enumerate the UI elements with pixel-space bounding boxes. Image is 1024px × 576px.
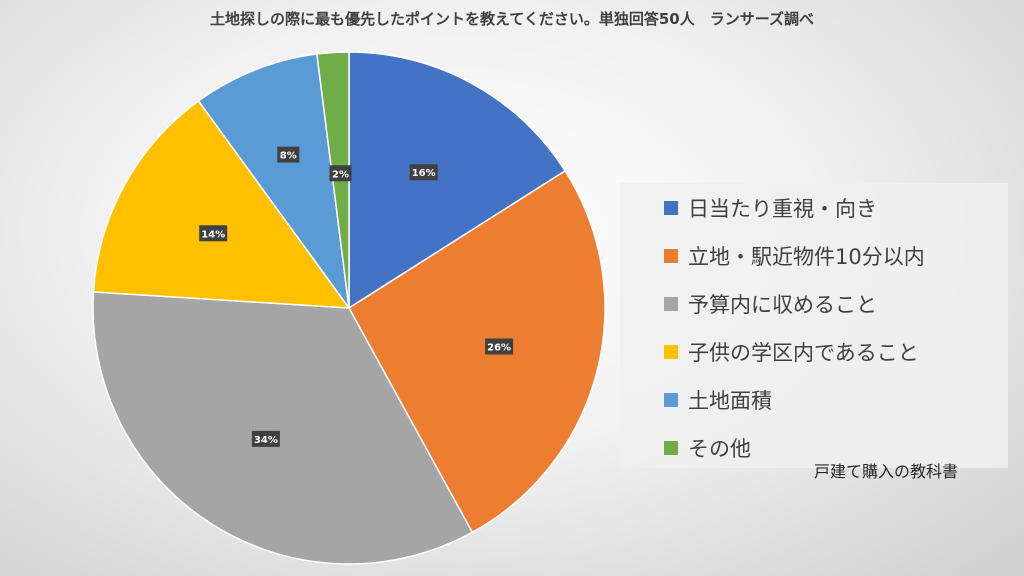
pie-slice-2 <box>348 169 606 534</box>
pie-slice-4 <box>92 99 351 309</box>
pie-slice-5 <box>197 53 350 309</box>
data-label-bg <box>485 338 514 355</box>
legend-item: 土地面積 <box>664 385 772 415</box>
legend-label: 土地面積 <box>688 389 772 413</box>
pie-slice-1 <box>348 51 567 310</box>
data-label-text: 8% <box>280 151 297 162</box>
data-label-2: 26% <box>485 338 514 355</box>
legend-label: 日当たり重視・向き <box>688 197 877 221</box>
chart-title: 土地探しの際に最も優先したポイントを教えてください。単独回答50人 ランサーズ調… <box>210 10 814 28</box>
data-label-3: 34% <box>251 430 280 447</box>
legend-label: 子供の学区内であること <box>688 341 919 365</box>
legend-label: 立地・駅近物件10分以内 <box>688 245 925 269</box>
legend-swatch <box>664 249 678 263</box>
source-note: 戸建て購入の教科書 <box>814 462 959 481</box>
data-label-text: 34% <box>254 435 278 446</box>
data-label-text: 16% <box>412 168 436 179</box>
data-label-bg <box>251 430 280 447</box>
legend-item: 予算内に収めること <box>664 289 877 319</box>
legend-item: その他 <box>664 433 751 463</box>
legend-item: 子供の学区内であること <box>664 337 919 367</box>
data-label-6: 2% <box>329 165 352 182</box>
legend-swatch <box>664 345 678 359</box>
data-label-text: 26% <box>487 343 511 354</box>
legend-swatch <box>664 393 678 407</box>
legend-swatch <box>664 297 678 311</box>
legend-item: 日当たり重視・向き <box>664 193 877 223</box>
data-label-bg <box>277 146 300 163</box>
data-label-text: 14% <box>201 229 225 240</box>
legend-swatch <box>664 201 678 215</box>
data-label-bg <box>199 225 228 242</box>
data-label-5: 8% <box>277 146 300 163</box>
data-label-bg <box>329 165 352 182</box>
legend: 日当たり重視・向き立地・駅近物件10分以内 予算内に収めること子供の学区内であるこ… <box>620 183 1008 468</box>
data-label-4: 14% <box>199 225 228 242</box>
legend-swatch <box>664 441 678 455</box>
data-label-bg <box>409 164 438 181</box>
legend-label: 予算内に収めること <box>688 293 877 317</box>
data-label-1: 16% <box>409 164 438 181</box>
data-label-text: 2% <box>332 169 349 180</box>
legend-label: その他 <box>688 437 751 461</box>
legend-item: 立地・駅近物件10分以内 <box>664 241 925 271</box>
pie-slice-3 <box>92 291 474 565</box>
